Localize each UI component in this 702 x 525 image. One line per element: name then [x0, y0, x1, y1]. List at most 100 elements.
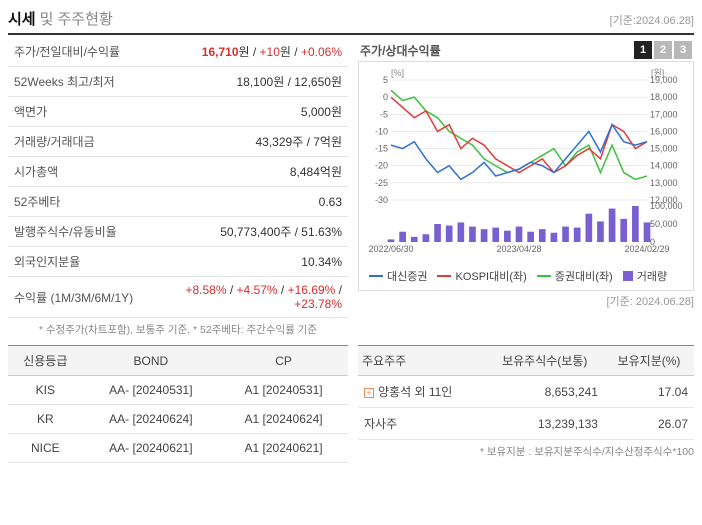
rating-bond: AA- [20240624]: [83, 405, 219, 434]
row-label: 발행주식수/유동비율: [8, 217, 161, 247]
holder-name: +양홍석 외 11인: [358, 376, 485, 408]
rating-name: KR: [8, 405, 83, 434]
svg-text:17,000: 17,000: [650, 109, 678, 119]
col-header: 보유주식수(보통): [485, 346, 604, 376]
row-label: 외국인지분율: [8, 247, 161, 277]
row-value: 43,329주 / 7억원: [161, 127, 348, 157]
svg-text:[%]: [%]: [391, 68, 404, 78]
row-value: 8,484억원: [161, 157, 348, 187]
chart-tab[interactable]: 1: [634, 41, 652, 59]
rating-cp: A1 [20240621]: [219, 434, 348, 463]
row-value: 5,000원: [161, 97, 348, 127]
chart-tab[interactable]: 2: [654, 41, 672, 59]
row-value: +8.58% / +4.57% / +16.69% / +23.78%: [161, 277, 348, 318]
price-table: 주가/전일대비/수익률16,710원 / +10원 / +0.06%52Week…: [8, 37, 348, 318]
table-row: 액면가5,000원: [8, 97, 348, 127]
line-chart: [%][원]519,000018,000-517,000-1016,000-15…: [363, 66, 685, 266]
title-sub: 및 주주현황: [40, 8, 113, 29]
rating-bond: AA- [20240531]: [83, 376, 219, 405]
expand-icon[interactable]: +: [364, 388, 374, 398]
legend-swatch: [437, 275, 451, 277]
col-header: BOND: [83, 346, 219, 376]
row-label: 액면가: [8, 97, 161, 127]
svg-text:100,000: 100,000: [650, 201, 683, 211]
table-row: KISAA- [20240531]A1 [20240531]: [8, 376, 348, 405]
holder-footnote: * 보유지분 : 보유지분주식수/지수산정주식수*100: [358, 440, 694, 459]
table-row: 시가총액8,484억원: [8, 157, 348, 187]
section-header: 시세 및 주주현황 [기준:2024.06.28]: [8, 8, 694, 35]
legend-swatch: [623, 271, 633, 281]
rating-cp: A1 [20240531]: [219, 376, 348, 405]
row-value: 0.63: [161, 187, 348, 217]
legend-label: 증권대비(좌): [555, 268, 613, 284]
svg-text:-30: -30: [375, 195, 388, 205]
legend-label: 대신증권: [387, 268, 427, 284]
rating-name: KIS: [8, 376, 83, 405]
row-label: 52주베타: [8, 187, 161, 217]
chart-title: 주가/상대수익률: [360, 42, 441, 59]
rating-cp: A1 [20240624]: [219, 405, 348, 434]
col-header: 보유지분(%): [604, 346, 694, 376]
price-footnote: * 수정주가(차트포함), 보통주 기준, * 52주베타: 주간수익률 기준: [8, 318, 348, 343]
legend-item: 대신증권: [369, 268, 427, 284]
table-row: 자사주13,239,13326.07: [358, 408, 694, 440]
legend-swatch: [537, 275, 551, 277]
row-value: 18,100원 / 12,650원: [161, 67, 348, 97]
col-header: CP: [219, 346, 348, 376]
legend-swatch: [369, 275, 383, 277]
svg-text:-15: -15: [375, 144, 388, 154]
legend-label: KOSPI대비(좌): [455, 268, 526, 284]
legend-label: 거래량: [637, 268, 667, 284]
rating-name: NICE: [8, 434, 83, 463]
row-value: 50,773,400주 / 51.63%: [161, 217, 348, 247]
svg-text:-20: -20: [375, 161, 388, 171]
table-row: 거래량/거래대금43,329주 / 7억원: [8, 127, 348, 157]
svg-text:14,000: 14,000: [650, 161, 678, 171]
svg-text:13,000: 13,000: [650, 178, 678, 188]
svg-text:2024/02/29: 2024/02/29: [624, 244, 669, 254]
rating-table: 신용등급BONDCP KISAA- [20240531]A1 [20240531…: [8, 345, 348, 463]
legend-item: 증권대비(좌): [537, 268, 613, 284]
chart-legend: 대신증권 KOSPI대비(좌) 증권대비(좌) 거래량: [363, 266, 689, 286]
legend-item: KOSPI대비(좌): [437, 268, 526, 284]
chart-box: [%][원]519,000018,000-517,000-1016,000-15…: [358, 61, 694, 291]
chart-date-ref: [기준: 2024.06.28]: [358, 291, 694, 311]
svg-text:-25: -25: [375, 178, 388, 188]
table-row: NICEAA- [20240621]A1 [20240621]: [8, 434, 348, 463]
row-label: 52Weeks 최고/최저: [8, 67, 161, 97]
date-reference: [기준:2024.06.28]: [610, 12, 694, 28]
chart-tab[interactable]: 3: [674, 41, 692, 59]
holder-table: 주요주주보유주식수(보통)보유지분(%) +양홍석 외 11인8,653,241…: [358, 345, 694, 440]
holder-shares: 8,653,241: [485, 376, 604, 408]
title-main: 시세: [8, 8, 36, 29]
rating-bond: AA- [20240621]: [83, 434, 219, 463]
holder-shares: 13,239,133: [485, 408, 604, 440]
row-value: 16,710원 / +10원 / +0.06%: [161, 37, 348, 67]
row-label: 주가/전일대비/수익률: [8, 37, 161, 67]
svg-text:50,000: 50,000: [650, 219, 678, 229]
svg-text:2022/06/30: 2022/06/30: [368, 244, 413, 254]
holder-name: 자사주: [358, 408, 485, 440]
table-row: 52주베타0.63: [8, 187, 348, 217]
chart-tabs: 123: [634, 41, 692, 59]
svg-text:2023/04/28: 2023/04/28: [496, 244, 541, 254]
table-row: KRAA- [20240624]A1 [20240624]: [8, 405, 348, 434]
table-row: 발행주식수/유동비율50,773,400주 / 51.63%: [8, 217, 348, 247]
svg-text:18,000: 18,000: [650, 92, 678, 102]
svg-text:0: 0: [383, 92, 388, 102]
table-row: 외국인지분율10.34%: [8, 247, 348, 277]
holder-pct: 17.04: [604, 376, 694, 408]
row-label: 수익률 (1M/3M/6M/1Y): [8, 277, 161, 318]
col-header: 신용등급: [8, 346, 83, 376]
svg-text:15,000: 15,000: [650, 144, 678, 154]
svg-text:19,000: 19,000: [650, 75, 678, 85]
col-header: 주요주주: [358, 346, 485, 376]
svg-text:-10: -10: [375, 126, 388, 136]
svg-text:16,000: 16,000: [650, 126, 678, 136]
holder-pct: 26.07: [604, 408, 694, 440]
table-row: +양홍석 외 11인8,653,24117.04: [358, 376, 694, 408]
row-label: 시가총액: [8, 157, 161, 187]
row-label: 거래량/거래대금: [8, 127, 161, 157]
legend-item: 거래량: [623, 268, 667, 284]
row-value: 10.34%: [161, 247, 348, 277]
